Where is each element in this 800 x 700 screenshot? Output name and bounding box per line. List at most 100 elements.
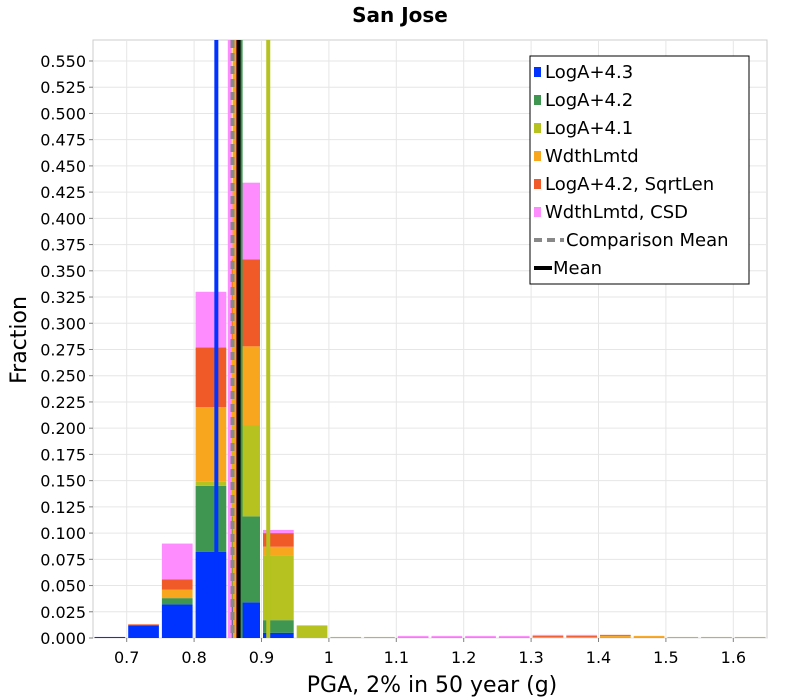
y-axis-label: Fraction bbox=[7, 296, 32, 384]
x-tick-label: 1.4 bbox=[586, 648, 611, 667]
x-axis-label: PGA, 2% in 50 year (g) bbox=[307, 673, 558, 698]
y-tick-label: 0.175 bbox=[40, 445, 86, 464]
bar-segment bbox=[330, 636, 362, 638]
bar-segment bbox=[195, 481, 227, 486]
y-tick-label: 0.275 bbox=[40, 340, 86, 359]
bar-segment bbox=[195, 551, 227, 638]
bar-segment bbox=[161, 604, 193, 638]
bar-segment bbox=[465, 635, 496, 637]
y-tick-label: 0.150 bbox=[40, 472, 86, 491]
bar-segment bbox=[263, 632, 294, 638]
bar-segment bbox=[566, 635, 597, 637]
bar-segment bbox=[161, 579, 193, 590]
x-tick-label: 1.3 bbox=[518, 648, 543, 667]
bar-segment bbox=[195, 407, 227, 482]
bar-segment bbox=[128, 625, 159, 638]
bar-segment bbox=[94, 636, 126, 638]
y-tick-label: 0.075 bbox=[40, 550, 86, 569]
bar-segment bbox=[263, 533, 294, 547]
x-tick-label: 0.8 bbox=[181, 648, 206, 667]
legend-label: LogA+4.3 bbox=[545, 62, 633, 83]
y-tick-label: 0.450 bbox=[40, 157, 86, 176]
y-tick-label: 0.300 bbox=[40, 314, 86, 333]
bar-segment bbox=[734, 636, 766, 638]
y-tick-label: 0.425 bbox=[40, 183, 86, 202]
bar-segment bbox=[397, 636, 429, 638]
legend-swatch bbox=[534, 123, 541, 133]
bar-segment bbox=[161, 598, 193, 605]
bar-segment bbox=[566, 636, 597, 638]
bar-segment bbox=[263, 546, 294, 556]
bar-segment bbox=[161, 543, 193, 580]
bar-segment bbox=[498, 635, 530, 637]
bar-segment bbox=[296, 625, 328, 638]
legend-swatch bbox=[534, 207, 541, 217]
y-tick-label: 0.325 bbox=[40, 288, 86, 307]
y-tick-label: 0.500 bbox=[40, 104, 86, 123]
y-tick-label: 0.525 bbox=[40, 78, 86, 97]
bar-segment bbox=[161, 589, 193, 599]
bar-segment bbox=[498, 636, 530, 638]
bar-segment bbox=[600, 634, 631, 636]
x-tick-labels: 0.7 0.8 0.9 1 1.1 1.2 1.3 1.4 1.5 1.6 bbox=[114, 648, 746, 667]
x-tick-label: 1.1 bbox=[384, 648, 409, 667]
bar-segment bbox=[566, 634, 597, 636]
legend-label: LogA+4.2 bbox=[545, 90, 633, 111]
bar-segment bbox=[431, 636, 463, 638]
legend-swatch bbox=[534, 151, 541, 161]
bar-segment bbox=[263, 529, 294, 534]
y-tick-label: 0.100 bbox=[40, 524, 86, 543]
bar-segment bbox=[364, 636, 395, 638]
bar-segment bbox=[195, 347, 227, 408]
legend-label: Comparison Mean bbox=[566, 230, 729, 251]
y-tick-label: 0.000 bbox=[40, 629, 86, 648]
y-tick-label: 0.125 bbox=[40, 498, 86, 517]
y-tick-label: 0.475 bbox=[40, 131, 86, 150]
bar-segment bbox=[667, 636, 699, 638]
legend-swatch bbox=[534, 67, 541, 77]
x-tick-label: 1.5 bbox=[653, 648, 678, 667]
y-tick-label: 0.400 bbox=[40, 209, 86, 228]
axes-group bbox=[89, 60, 734, 642]
legend-label: WdthLmtd, CSD bbox=[545, 202, 688, 223]
y-tick-labels: 0.000 0.025 0.050 0.075 0.100 0.125 0.150 0.175… bbox=[40, 52, 86, 648]
x-tick-label: 1.2 bbox=[451, 648, 476, 667]
y-tick-label: 0.550 bbox=[40, 52, 86, 71]
chart-title: San Jose bbox=[352, 3, 448, 27]
bar-segment bbox=[600, 635, 631, 637]
bar-segment bbox=[397, 635, 429, 637]
mean-lines-group bbox=[214, 40, 271, 638]
y-tick-label: 0.025 bbox=[40, 603, 86, 622]
bar-segment bbox=[532, 635, 564, 637]
y-tick-label: 0.200 bbox=[40, 419, 86, 438]
bar-segment bbox=[465, 636, 496, 638]
bar-segment bbox=[633, 635, 665, 637]
bar-segment bbox=[431, 635, 463, 637]
legend-box bbox=[529, 55, 750, 285]
y-tick-label: 0.375 bbox=[40, 236, 86, 255]
legend-label: LogA+4.1 bbox=[545, 118, 633, 139]
legend-label: WdthLmtd bbox=[545, 146, 639, 167]
y-tick-label: 0.225 bbox=[40, 393, 86, 412]
bar-segment bbox=[633, 636, 665, 638]
bar-segment bbox=[532, 636, 564, 638]
y-tick-label: 0.250 bbox=[40, 367, 86, 386]
x-tick-label: 0.9 bbox=[249, 648, 274, 667]
bar-segment bbox=[600, 636, 631, 638]
bar-segment bbox=[532, 634, 564, 636]
legend-label: Mean bbox=[553, 258, 602, 279]
bar-segment bbox=[701, 636, 732, 638]
x-tick-label: 1 bbox=[324, 648, 334, 667]
legend: LogA+4.3 LogA+4.2 LogA+4.1 WdthLmtd LogA+4.2… bbox=[529, 55, 750, 285]
bar-segment bbox=[195, 485, 227, 552]
y-tick-label: 0.050 bbox=[40, 577, 86, 596]
bar-segment bbox=[128, 624, 159, 626]
bar-segment bbox=[195, 291, 227, 348]
legend-swatch bbox=[534, 95, 541, 105]
x-tick-label: 1.6 bbox=[721, 648, 746, 667]
legend-swatch bbox=[534, 179, 541, 189]
bar-segment bbox=[263, 620, 294, 633]
legend-label: LogA+4.2, SqrtLen bbox=[545, 174, 714, 195]
x-tick-label: 0.7 bbox=[114, 648, 139, 667]
